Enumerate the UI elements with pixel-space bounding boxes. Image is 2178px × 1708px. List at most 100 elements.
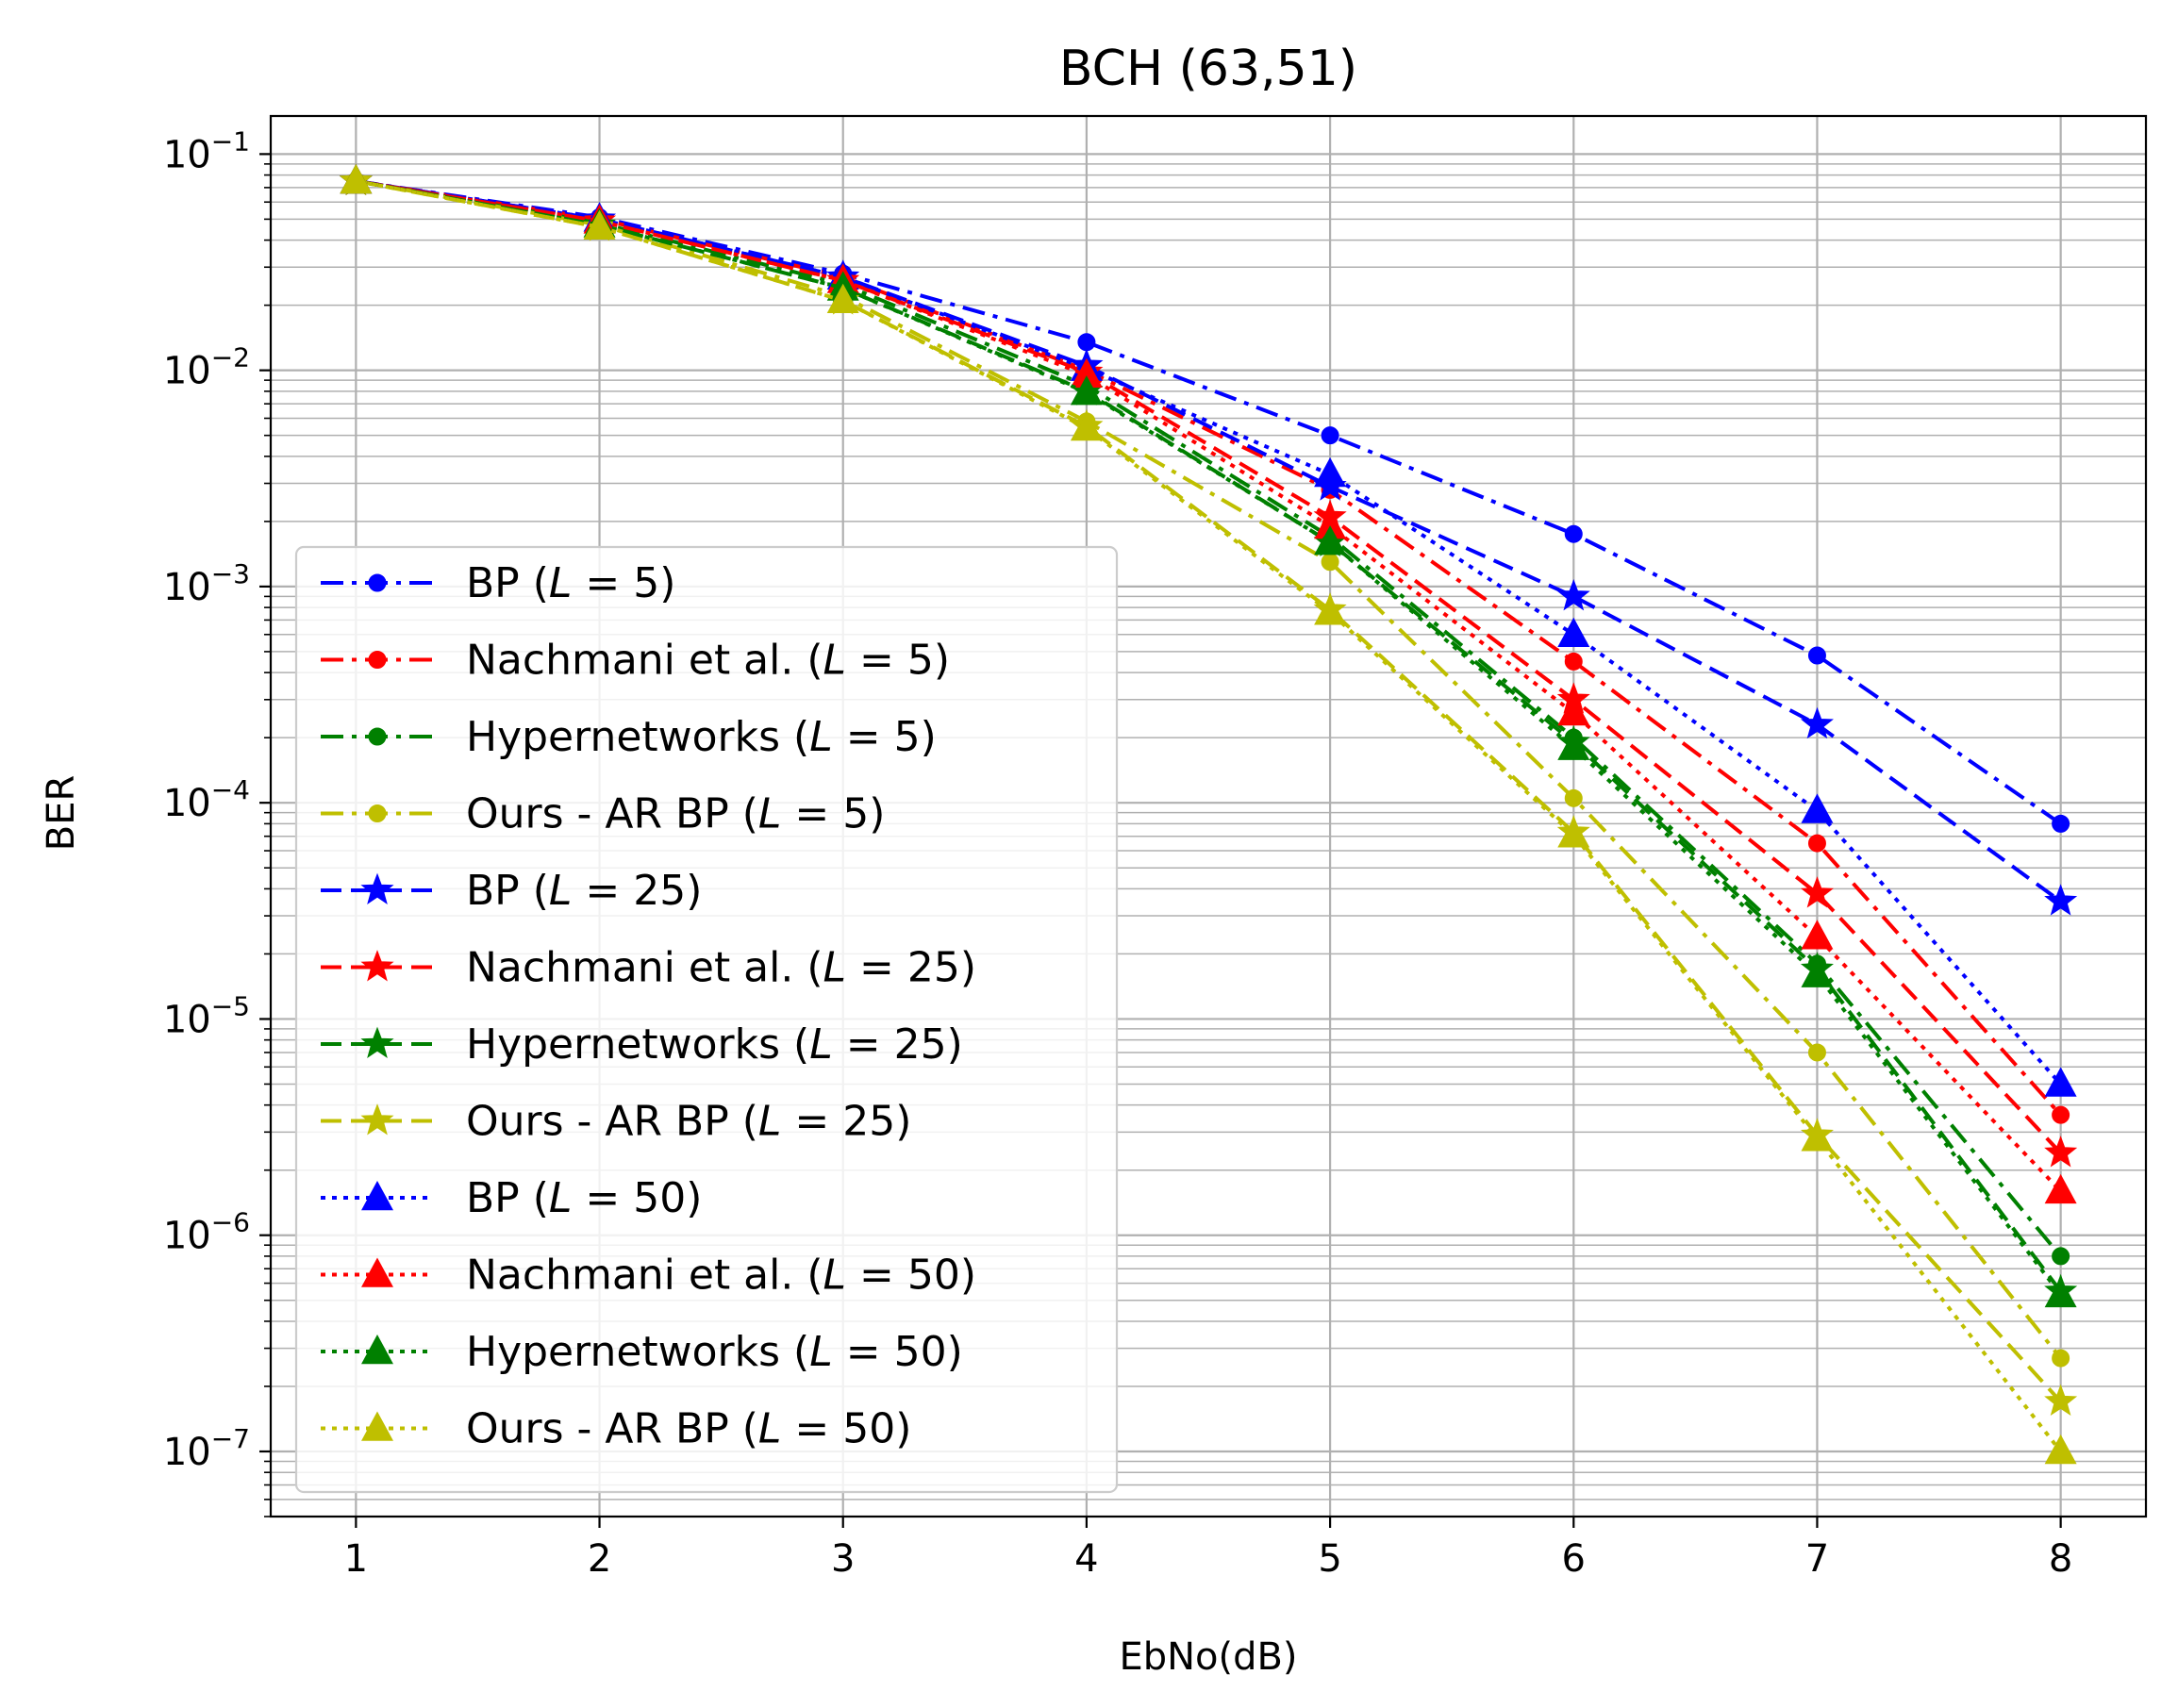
y-tick-exponent: −7 <box>211 1423 250 1454</box>
legend-entry: Hypernetworks (L = 50) <box>321 1328 963 1376</box>
legend-l-value: 25 <box>907 944 960 992</box>
legend-swatch-marker <box>368 651 387 669</box>
y-tick-label: 10−7 <box>163 1423 250 1474</box>
legend-series-name: Nachmani et al. <box>466 637 793 685</box>
legend-paren: ) <box>934 637 950 685</box>
x-tick-label: 5 <box>1318 1537 1341 1581</box>
series-path <box>356 179 2063 1154</box>
data-point <box>2044 1067 2077 1097</box>
legend-l-symbol: L <box>809 1020 833 1069</box>
legend-l-symbol: L <box>549 867 573 915</box>
legend-paren: ) <box>895 1405 911 1453</box>
x-tick-label: 3 <box>831 1537 855 1581</box>
data-point <box>2052 1105 2070 1124</box>
series-path <box>356 179 2063 1403</box>
legend-paren: ( <box>793 637 823 685</box>
legend-l-value: 25 <box>894 1020 947 1069</box>
y-tick-base: 10 <box>163 133 211 176</box>
legend-swatch-marker <box>368 727 387 746</box>
data-point <box>1800 706 1834 739</box>
legend-label: BP (L = 25) <box>466 867 702 915</box>
legend-l-symbol: L <box>823 1252 847 1300</box>
legend-paren: ) <box>960 1252 976 1300</box>
legend-entry: Hypernetworks (L = 25) <box>321 1020 963 1069</box>
data-point <box>1557 818 1590 848</box>
legend-l-value: 25 <box>633 867 686 915</box>
legend-equals: = <box>781 1098 842 1146</box>
legend-entry: Nachmani et al. (L = 5) <box>321 637 950 685</box>
legend-l-value: 5 <box>894 713 921 761</box>
y-tick-base: 10 <box>163 1215 211 1258</box>
legend-equals: = <box>572 867 633 915</box>
data-point <box>1070 410 1103 441</box>
legend-swatch-marker <box>360 872 394 904</box>
data-point <box>1801 957 1834 987</box>
y-tick-exponent: −5 <box>211 990 250 1021</box>
data-point <box>1807 834 1826 853</box>
series-path <box>356 179 2063 1086</box>
data-point <box>1070 375 1103 406</box>
legend-series-name: Nachmani et al. <box>466 944 793 992</box>
data-point <box>1321 426 1339 445</box>
legend-label: Hypernetworks (L = 50) <box>466 1328 963 1376</box>
legend-paren: ( <box>520 559 549 607</box>
legend-label: Ours - AR BP (L = 5) <box>466 790 885 838</box>
legend-swatch-marker <box>361 1257 393 1287</box>
legend-equals: = <box>781 790 842 838</box>
legend-paren: ( <box>729 1098 758 1146</box>
legend-l-value: 5 <box>907 637 934 685</box>
y-tick-label: 10−4 <box>163 774 250 825</box>
legend-label: Nachmani et al. (L = 50) <box>466 1252 976 1300</box>
data-point <box>2052 814 2070 833</box>
legend-equals: = <box>833 713 894 761</box>
data-point <box>1557 617 1590 648</box>
legend-l-symbol: L <box>758 1098 782 1146</box>
data-point <box>1556 578 1590 611</box>
legend-equals: = <box>572 1174 633 1222</box>
legend-swatch-marker <box>361 1411 393 1441</box>
legend-label: Nachmani et al. (L = 5) <box>466 637 950 685</box>
data-point <box>1564 524 1583 543</box>
legend-entry: Nachmani et al. (L = 25) <box>321 944 976 992</box>
legend-swatch-marker <box>361 1180 393 1211</box>
series-path <box>356 179 2063 1258</box>
legend-l-symbol: L <box>549 559 573 607</box>
legend-swatch-marker <box>360 950 394 982</box>
x-tick-label: 7 <box>1805 1537 1829 1581</box>
data-point <box>2044 1384 2078 1417</box>
x-tick-label: 4 <box>1074 1537 1098 1581</box>
legend-l-value: 5 <box>633 559 659 607</box>
legend-entry: BP (L = 5) <box>321 559 675 607</box>
y-tick-base: 10 <box>163 566 211 609</box>
y-tick-exponent: −4 <box>211 774 250 805</box>
x-axis-label: EbNo(dB) <box>1119 1635 1297 1679</box>
legend-swatch-marker <box>360 1026 394 1058</box>
legend-paren: ( <box>520 867 549 915</box>
legend-paren: ) <box>921 713 937 761</box>
y-tick-label: 10−3 <box>163 558 250 609</box>
x-tick-label: 6 <box>1562 1537 1586 1581</box>
legend-l-symbol: L <box>823 637 847 685</box>
data-point <box>583 209 616 240</box>
data-point <box>1564 652 1583 671</box>
legend-entry: BP (L = 25) <box>321 867 702 915</box>
legend-paren: ( <box>729 1405 758 1453</box>
legend-label: Nachmani et al. (L = 25) <box>466 944 976 992</box>
data-point <box>2044 884 2078 916</box>
data-point <box>1564 788 1583 807</box>
series-path <box>356 179 2063 1360</box>
series-layer <box>339 163 2078 1465</box>
legend-series-name: Ours - AR BP <box>466 790 729 838</box>
legend-series-name: BP <box>466 559 520 607</box>
data-point <box>2044 1434 2077 1465</box>
y-tick-label: 10−2 <box>163 342 250 393</box>
legend-entry: Nachmani et al. (L = 50) <box>321 1252 976 1300</box>
legend-l-value: 50 <box>907 1252 960 1300</box>
legend-series-name: Hypernetworks <box>466 713 780 761</box>
series-line <box>340 163 2077 1465</box>
data-point <box>826 283 859 314</box>
legend: BP (L = 5)Nachmani et al. (L = 5)Hyperne… <box>294 545 1119 1494</box>
data-point <box>1807 1043 1826 1062</box>
legend-paren: ( <box>793 944 823 992</box>
